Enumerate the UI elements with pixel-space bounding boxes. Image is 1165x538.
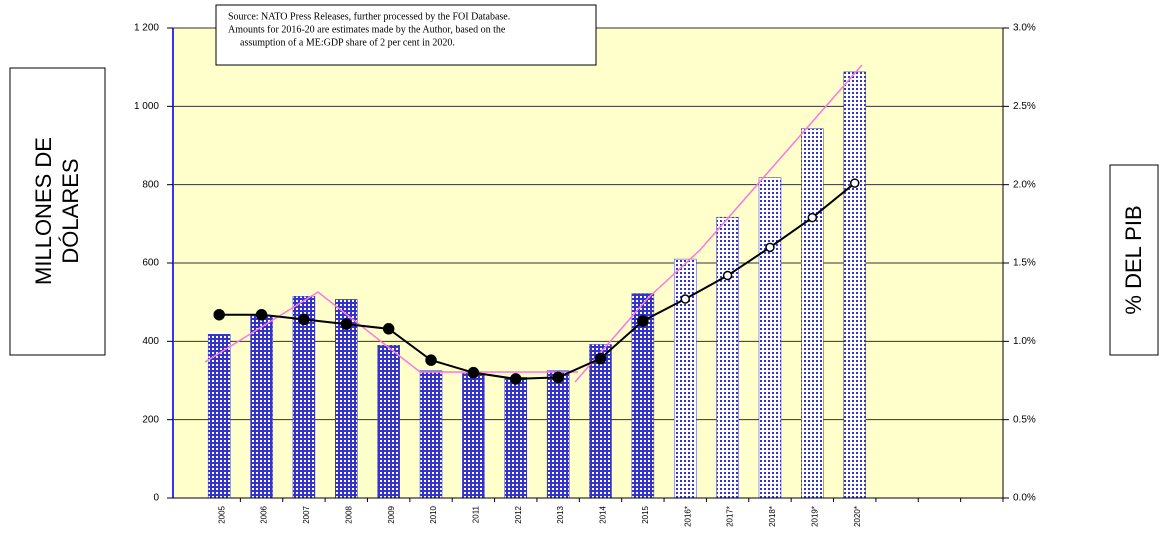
trend-line: [574, 64, 863, 383]
x-tick-label: 2014: [599, 505, 608, 523]
bar: [250, 315, 273, 499]
bar: [292, 296, 316, 499]
marker: [594, 352, 607, 365]
y2-tick-label: 2.5%: [1013, 101, 1036, 112]
marker: [510, 373, 522, 385]
bar: [462, 373, 485, 499]
x-tick-label: 2012: [514, 505, 523, 523]
y-tick-label: 600: [142, 258, 159, 269]
marker: [425, 354, 437, 366]
bar: [504, 377, 528, 499]
bar: [377, 345, 400, 499]
marker: [765, 242, 775, 253]
source-note: Source: NATO Press Releases, further pro…: [228, 11, 510, 22]
x-tick-label: 2010: [429, 505, 438, 523]
source-box: [215, 4, 597, 66]
y-tick-label: 400: [142, 336, 159, 347]
x-tick-label: 2011: [472, 505, 481, 523]
y2-tick-label: 3.0%: [1013, 23, 1036, 34]
source-note: Amounts for 2016-20 are estimates made b…: [228, 24, 506, 35]
marker: [255, 308, 268, 321]
y2-label-box: [1109, 164, 1159, 356]
marker: [807, 212, 818, 223]
bar: [801, 128, 824, 499]
bar: [546, 370, 570, 499]
x-tick-label: 2008: [344, 505, 353, 523]
y-tick-label: 1 000: [134, 101, 159, 112]
y2-tick-label: 0.0%: [1013, 493, 1036, 504]
y-axis-label: MILLONES DE: [31, 137, 56, 285]
marker: [552, 371, 564, 384]
trend-line: [204, 291, 578, 373]
x-tick-label: 2015: [641, 505, 650, 523]
y-tick-label: 200: [142, 414, 159, 425]
y2-tick-label: 0.5%: [1013, 414, 1036, 425]
line: [219, 182, 856, 380]
y-axis-label: DÓLARES: [58, 158, 83, 263]
y-tick-label: 1 200: [134, 23, 159, 34]
bar: [758, 177, 782, 499]
marker: [680, 294, 690, 304]
marker: [340, 318, 353, 330]
x-tick-label: 2005: [217, 505, 226, 523]
x-tick-label: 2018*: [768, 506, 777, 527]
y-tick-label: 800: [142, 179, 159, 190]
x-tick-label: 2016*: [683, 506, 692, 527]
x-tick-label: 2019*: [810, 506, 819, 527]
y2-tick-label: 2.0%: [1013, 179, 1036, 190]
source-note: assumption of a ME:GDP share of 2 per ce…: [240, 37, 455, 48]
y2-axis-label: % DEL PIB: [1121, 205, 1146, 314]
marker: [467, 366, 480, 379]
marker: [849, 178, 860, 188]
marker: [298, 313, 310, 326]
bar: [843, 71, 866, 499]
x-tick-label: 2006: [260, 505, 269, 523]
marker: [213, 308, 225, 321]
y-label-box: [9, 67, 106, 356]
bar: [419, 370, 443, 499]
bar: [716, 216, 739, 499]
marker: [382, 323, 395, 335]
x-tick-label: 2017*: [726, 506, 735, 527]
bar: [589, 344, 612, 499]
marker: [637, 315, 649, 327]
y2-tick-label: 1.0%: [1013, 336, 1036, 347]
x-tick-label: 2020*: [853, 506, 862, 527]
x-tick-label: 2013: [556, 505, 565, 523]
marker: [722, 270, 733, 281]
y-tick-label: 0: [153, 493, 159, 504]
x-tick-label: 2007: [302, 505, 311, 523]
y2-tick-label: 1.5%: [1013, 258, 1036, 269]
x-tick-label: 2009: [387, 505, 396, 523]
